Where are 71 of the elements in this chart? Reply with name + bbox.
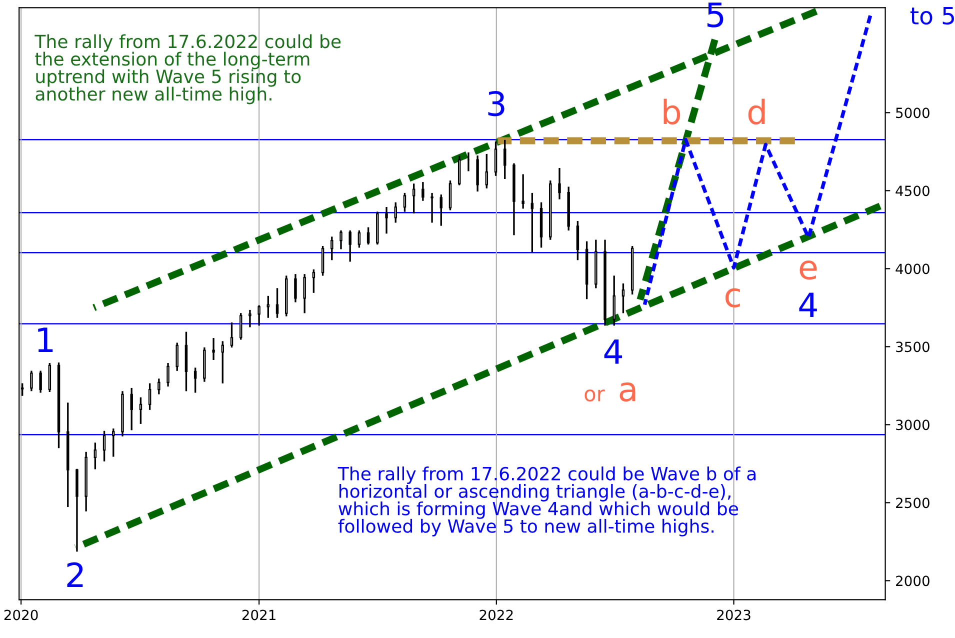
- candlestick: [230, 322, 234, 348]
- candlestick: [112, 428, 115, 457]
- candlestick: [348, 230, 352, 262]
- candlestick: [248, 310, 252, 328]
- candlestick: [622, 283, 625, 314]
- candlestick: [530, 192, 534, 252]
- candlestick: [340, 230, 342, 250]
- y-tick-label: 3000: [896, 420, 930, 430]
- candlestick: [504, 140, 506, 180]
- candlestick: [294, 274, 297, 302]
- annotation: The rally from 17.6.2022 could be the extension of the long-term uptrend with Wave 5 rising to another new all-time high.: [34, 34, 341, 104]
- candlestick: [485, 154, 488, 188]
- y-tick-label: 4500: [896, 186, 930, 196]
- candlestick: [412, 184, 416, 214]
- annotation: 5: [707, 2, 724, 28]
- candlestick: [358, 230, 361, 248]
- candlestick: [394, 202, 397, 223]
- candlestick: [522, 174, 524, 209]
- annotation: 2: [67, 562, 83, 588]
- annotation: b: [664, 98, 680, 124]
- candlestick: [102, 430, 106, 462]
- x-tick-label: 2023: [717, 610, 750, 620]
- candlestick: [239, 313, 242, 340]
- annotation: The rally from 17.6.2022 could be Wave b of a horizontal or ascending triangle (a-b-c-d-e), which is forming Wave 4and which would be followed by Wave 5 to new all-time highs.: [338, 466, 756, 536]
- y-tick-label: 3500: [896, 342, 930, 352]
- x-tick-label: 2020: [4, 610, 38, 620]
- annotation: d: [748, 98, 765, 124]
- candlestick: [458, 156, 461, 186]
- candlestick: [39, 370, 42, 393]
- candlestick: [148, 383, 152, 410]
- candlestick: [576, 221, 580, 260]
- candlestick: [558, 168, 561, 200]
- candlestick: [130, 388, 133, 430]
- candlestick: [176, 342, 178, 371]
- candlestick: [403, 192, 406, 212]
- y-tick-label: 4000: [896, 264, 930, 274]
- annotation: or: [584, 390, 605, 402]
- annotation: a: [620, 382, 636, 402]
- candlestick: [94, 442, 97, 470]
- candlestick: [330, 236, 334, 260]
- candlestick: [303, 274, 306, 314]
- y-tick-label: 2000: [896, 576, 930, 586]
- candlestick: [212, 338, 215, 360]
- candlestick: [612, 276, 616, 326]
- x-tick-label: 2021: [242, 610, 276, 620]
- candlestick: [194, 368, 197, 393]
- annotation: 4: [604, 340, 622, 364]
- annotation: 1: [38, 328, 53, 352]
- candlestick: [158, 378, 160, 394]
- candlestick: [430, 192, 434, 223]
- candlestick: [494, 141, 498, 176]
- candlestick: [312, 269, 316, 293]
- x-tick-label: 2022: [480, 610, 513, 620]
- y-tick-label: 2500: [896, 498, 930, 508]
- candlestick: [366, 227, 370, 245]
- annotation: 4: [799, 292, 817, 318]
- candlestick: [221, 341, 224, 384]
- candlestick: [266, 296, 270, 318]
- candlestick: [166, 362, 170, 387]
- candlestick: [276, 288, 279, 318]
- text: to 5: [910, 7, 954, 25]
- candlestick: [258, 305, 260, 326]
- candlestick: [422, 182, 424, 201]
- annotation: e: [800, 260, 817, 280]
- candlestick: [30, 370, 33, 392]
- y-tick-label: 5000: [896, 108, 930, 118]
- candlestick: [440, 194, 443, 226]
- annotation: c: [726, 288, 740, 308]
- annotation: 3: [488, 90, 504, 116]
- candlestick: [385, 206, 388, 234]
- candlestick: [139, 397, 142, 424]
